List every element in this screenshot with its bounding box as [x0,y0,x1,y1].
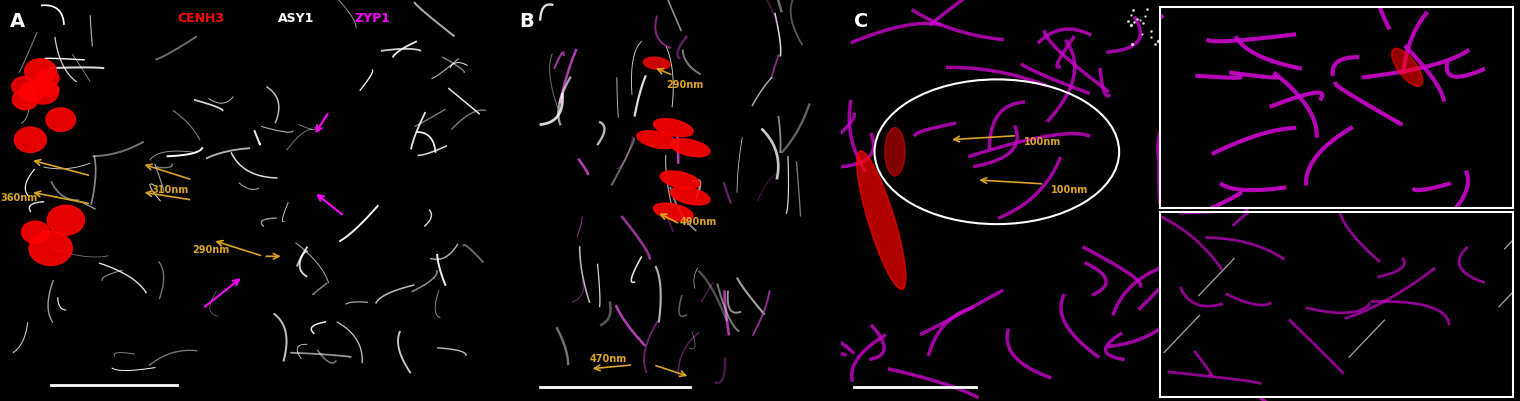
Text: B: B [520,12,535,31]
Circle shape [36,70,59,88]
Ellipse shape [857,152,906,290]
Text: 100nm: 100nm [1052,184,1088,194]
Ellipse shape [885,128,904,176]
Circle shape [24,60,56,85]
Text: 360nm: 360nm [0,192,38,203]
Ellipse shape [654,204,693,221]
Circle shape [43,84,59,97]
Ellipse shape [654,119,693,137]
Circle shape [46,109,76,132]
Circle shape [14,128,46,153]
Text: 490nm: 490nm [679,217,717,227]
Text: 290nm: 290nm [667,80,704,90]
Ellipse shape [660,172,699,189]
Ellipse shape [670,188,710,205]
Circle shape [29,231,73,266]
Text: 100nm: 100nm [1024,136,1061,146]
Circle shape [21,222,49,243]
Text: C: C [854,12,868,31]
Ellipse shape [637,132,676,149]
Text: A: A [11,12,26,31]
Circle shape [12,90,38,110]
Text: 470nm: 470nm [590,353,628,363]
Ellipse shape [670,140,710,157]
Text: CENH3: CENH3 [178,12,223,25]
Text: ASY1: ASY1 [278,12,315,25]
Circle shape [20,83,44,103]
Circle shape [12,77,36,97]
Circle shape [29,81,58,105]
Text: ZYP1: ZYP1 [354,12,391,25]
Ellipse shape [1391,49,1423,87]
Text: 310nm: 310nm [152,184,188,194]
Text: 290nm: 290nm [193,245,230,255]
Ellipse shape [643,58,670,70]
Circle shape [47,206,85,235]
